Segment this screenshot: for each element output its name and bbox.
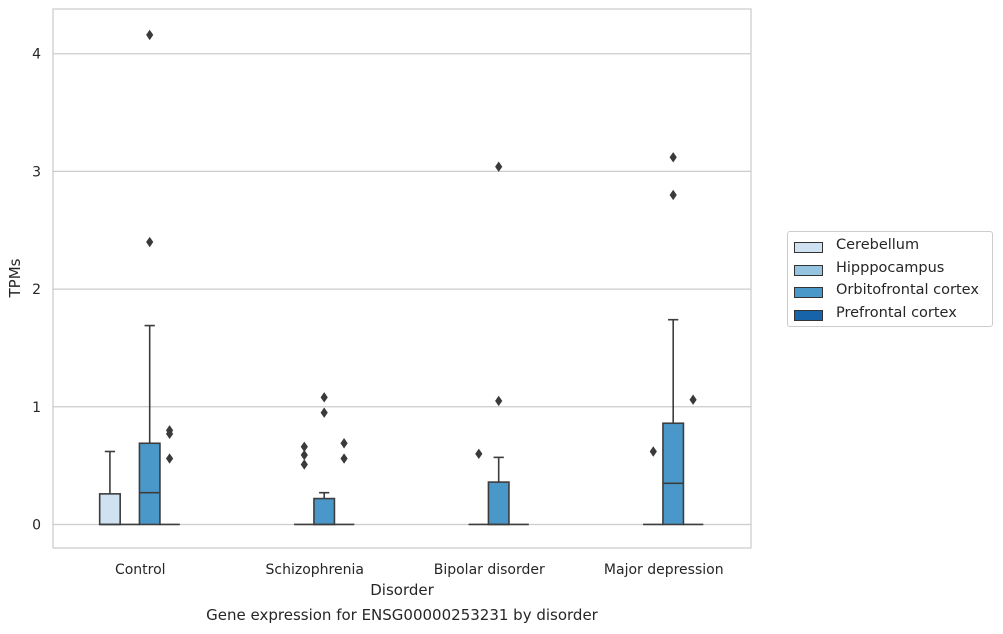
outlier-point <box>340 453 348 464</box>
box-iqr <box>487 481 510 526</box>
legend-swatch <box>794 264 823 276</box>
legend-item: Prefrontal cortex <box>788 304 992 327</box>
outlier-point <box>669 152 677 163</box>
box-orbitofrontal-cortex <box>487 161 510 526</box>
box-hipppocampus <box>294 441 315 526</box>
outlier-point <box>165 453 174 464</box>
x-axis-label: Disorder <box>370 581 434 599</box>
outlier-point <box>320 407 328 418</box>
x-tick-label: Control <box>115 562 166 578</box>
outlier-point <box>320 392 328 403</box>
outlier-point <box>300 441 308 452</box>
outlier-point <box>495 161 503 172</box>
box-hipppocampus <box>468 448 490 526</box>
y-tick-label: 3 <box>32 164 41 180</box>
box-iqr <box>313 497 336 526</box>
tick-labels: 0 1 2 3 4 Control Schizophrenia Bipolar disorde… <box>32 47 724 578</box>
outlier-point <box>300 459 308 470</box>
box-orbitofrontal-cortex <box>662 152 685 526</box>
outlier-point <box>669 189 677 201</box>
box-prefrontal-cortex <box>682 394 704 526</box>
legend-swatch <box>794 309 823 321</box>
legend-label: Prefrontal cortex <box>836 304 957 321</box>
box-iqr <box>662 422 685 526</box>
outlier-point <box>340 438 348 449</box>
outlier-point <box>300 449 308 461</box>
x-tick-label: Bipolar disorder <box>434 562 545 578</box>
plot-boxes <box>98 29 704 526</box>
legend-item: Orbitofrontal cortex <box>788 281 992 304</box>
box-orbitofrontal-cortex <box>313 392 336 526</box>
grid-lines <box>53 53 751 526</box>
plot-frame <box>52 8 752 549</box>
outlier-point <box>689 394 697 405</box>
y-tick-label: 2 <box>32 282 41 298</box>
y-axis-label: TPMs <box>6 258 24 298</box>
outlier-point <box>475 448 483 460</box>
legend-swatch <box>794 287 823 298</box>
x-tick-label: Schizophrenia <box>266 562 364 578</box>
y-tick-label: 4 <box>32 47 41 63</box>
figure-caption: Gene expression for ENSG00000253231 by d… <box>206 606 598 624</box>
legend-swatch <box>794 242 823 253</box>
outlier-point <box>165 425 174 436</box>
box-orbitofrontal-cortex <box>138 29 161 526</box>
box-iqr <box>138 442 161 526</box>
box-prefrontal-cortex <box>333 438 355 526</box>
x-tick-label: Major depression <box>604 562 724 578</box>
box-hipppocampus <box>643 446 664 526</box>
legend: Cerebellum Hipppocampus Orbitofrontal cort… <box>787 231 993 327</box>
box-cerebellum <box>98 450 121 526</box>
outlier-point <box>146 236 154 248</box>
outlier-point <box>146 29 154 41</box>
legend-label: Orbitofrontal cortex <box>836 282 979 298</box>
box-prefrontal-cortex <box>159 425 180 526</box>
legend-item: Cerebellum <box>788 236 992 259</box>
outlier-point <box>649 446 657 457</box>
outlier-point <box>495 395 503 407</box>
y-tick-label: 0 <box>32 517 41 533</box>
box-iqr <box>98 493 121 526</box>
legend-label: Cerebellum <box>836 237 920 253</box>
y-tick-label: 1 <box>32 400 41 416</box>
legend-label: Hipppocampus <box>836 259 945 276</box>
legend-item: Hipppocampus <box>788 259 992 282</box>
